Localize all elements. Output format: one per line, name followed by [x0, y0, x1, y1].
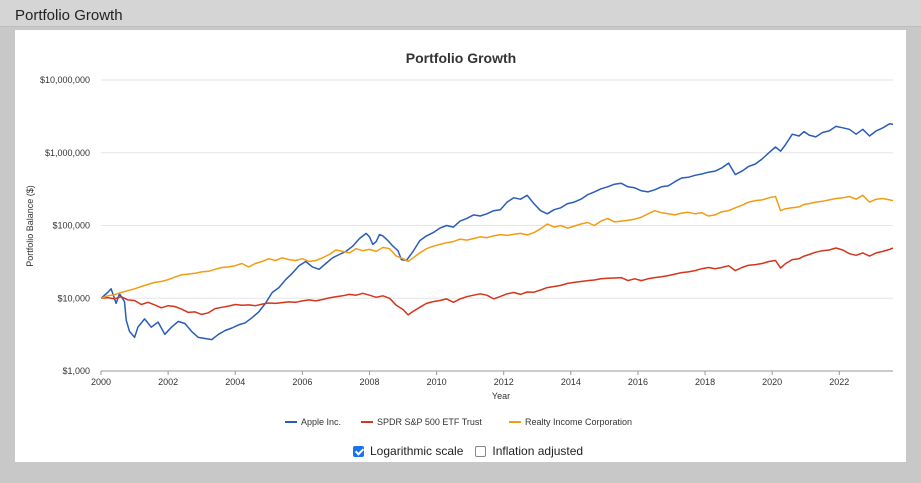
chart-series	[100, 123, 894, 341]
x-tick-label: 2022	[829, 377, 849, 387]
y-tick-label: $1,000,000	[45, 148, 90, 158]
y-tick-label: $1,000	[62, 366, 90, 376]
chart-options: Logarithmic scale Inflation adjusted	[353, 443, 595, 459]
log-scale-checkbox[interactable]	[353, 445, 364, 457]
inflation-adjusted-label: Inflation adjusted	[492, 444, 584, 458]
chart-panel: Portfolio Growth $1,000 $10,000 $100,000 $1…	[15, 30, 906, 462]
x-tick-label: 2006	[292, 377, 312, 387]
panel-title: Portfolio Growth	[15, 7, 123, 24]
inflation-adjusted-checkbox[interactable]	[475, 445, 487, 457]
legend-label: SPDR S&P 500 ETF Trust	[377, 417, 482, 427]
y-tick-label: $10,000,000	[40, 75, 90, 85]
legend-label: Realty Income Corporation	[525, 417, 632, 427]
y-axis-ticks: $1,000 $10,000 $100,000 $1,000,000 $10,000,0…	[40, 75, 90, 376]
x-tick-label: 2016	[628, 377, 648, 387]
legend-item[interactable]: SPDR S&P 500 ETF Trust	[361, 417, 482, 427]
y-tick-label: $100,000	[52, 221, 90, 231]
x-tick-label: 2014	[561, 377, 581, 387]
legend-label: Apple Inc.	[301, 417, 341, 427]
chart-legend: Apple Inc. SPDR S&P 500 ETF Trust Realty I…	[285, 417, 632, 427]
x-tick-label: 2000	[91, 377, 111, 387]
panel-header: Portfolio Growth	[0, 0, 921, 27]
x-tick-label: 2002	[158, 377, 178, 387]
x-tick-label: 2010	[427, 377, 447, 387]
inflation-adjusted-toggle[interactable]: Inflation adjusted	[475, 444, 583, 458]
y-axis-label: Portfolio Balance ($)	[25, 185, 35, 267]
log-scale-toggle[interactable]: Logarithmic scale	[353, 444, 463, 458]
x-tick-label: 2012	[494, 377, 514, 387]
log-scale-label: Logarithmic scale	[370, 444, 464, 458]
chart-gridlines	[101, 79, 893, 299]
x-tick-label: 2008	[359, 377, 379, 387]
series-line-2	[100, 247, 894, 316]
series-line-3	[100, 194, 894, 300]
y-tick-label: $10,000	[57, 293, 90, 303]
legend-item[interactable]: Apple Inc.	[285, 417, 341, 427]
x-axis-ticks: 2000 2002 2004 2006 2008 2010 2012 2014 2016 2018…	[91, 371, 849, 387]
x-tick-label: 2018	[695, 377, 715, 387]
series-line-1	[100, 123, 894, 341]
x-axis-label: Year	[492, 391, 510, 401]
legend-item[interactable]: Realty Income Corporation	[509, 417, 632, 427]
x-tick-label: 2020	[762, 377, 782, 387]
chart-title: Portfolio Growth	[406, 50, 516, 66]
x-tick-label: 2004	[225, 377, 245, 387]
